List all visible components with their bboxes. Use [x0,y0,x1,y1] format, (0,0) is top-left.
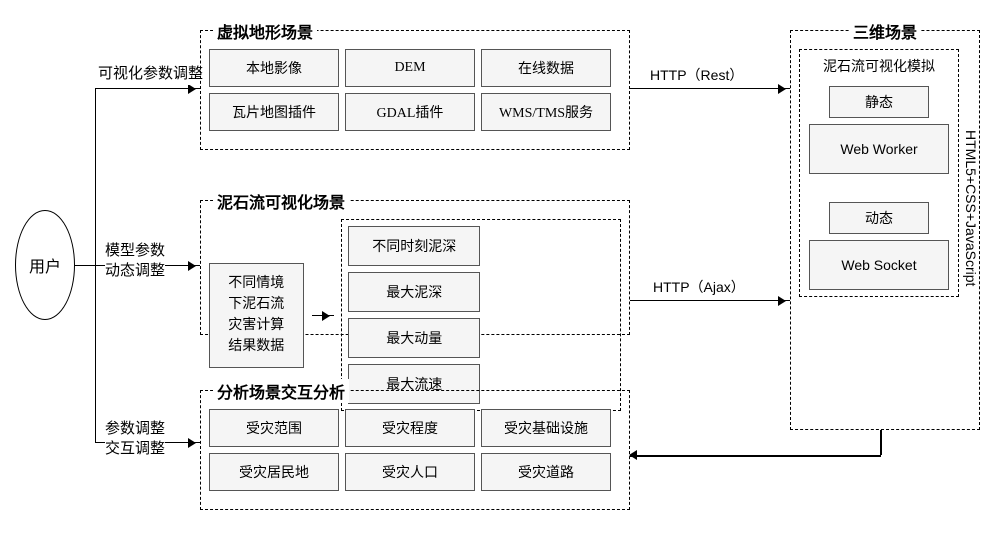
analysis-cell: 受灾居民地 [209,453,339,491]
analysis-box: 分析场景交互分析 受灾范围受灾程度受灾基础设施受灾居民地受灾人口受灾道路 [200,390,630,510]
terrain-title: 虚拟地形场景 [213,19,317,43]
http-rest-label: HTTP（Rest） [650,66,743,84]
analysis-cell: 受灾道路 [481,453,611,491]
analysis-cells: 受灾范围受灾程度受灾基础设施受灾居民地受灾人口受灾道路 [209,409,621,491]
terrain-cell: WMS/TMS服务 [481,93,611,131]
analysis-cell: 受灾程度 [345,409,475,447]
edge-top-label: 可视化参数调整 [98,65,203,85]
arrow-to-terrain [95,88,200,89]
static-group: 静态 Web Worker [806,86,952,174]
mudflow-box: 泥石流可视化场景 不同情境 下泥石流 灾害计算 结果数据 不同时刻泥深最大泥深最… [200,200,630,335]
terrain-box: 虚拟地形场景 本地影像DEM在线数据瓦片地图插件GDAL插件WMS/TMS服务 [200,30,630,150]
analysis-cell: 受灾范围 [209,409,339,447]
mudflow-cell: 最大动量 [348,318,480,358]
analysis-cell: 受灾基础设施 [481,409,611,447]
mudflow-cell: 最大泥深 [348,272,480,312]
three-d-inner-title: 泥石流可视化模拟 [806,56,952,76]
http-ajax-label: HTTP（Ajax） [653,278,745,296]
user-label: 用户 [29,253,61,277]
edge-bot-label: 参数调整 交互调整 [105,420,165,459]
three-d-box: 三维场景 泥石流可视化模拟 静态 Web Worker 动态 Web Socke… [790,30,980,430]
edge-mid-label: 模型参数 动态调整 [105,242,165,281]
mudflow-right-dashed: 不同时刻泥深最大泥深最大动量最大流速 [341,219,621,411]
user-stem [75,265,95,266]
three-d-title: 三维场景 [849,19,921,43]
terrain-cell: DEM [345,49,475,87]
static-label: 静态 [829,86,929,118]
dynamic-group: 动态 Web Socket [806,202,952,290]
user-node: 用户 [15,210,75,320]
analysis-title: 分析场景交互分析 [213,379,349,403]
terrain-cell: 在线数据 [481,49,611,87]
static-tech: Web Worker [809,124,949,174]
terrain-cell: 本地影像 [209,49,339,87]
mudflow-leftblock: 不同情境 下泥石流 灾害计算 结果数据 [209,263,304,368]
diagram-root: 用户 可视化参数调整 模型参数 动态调整 参数调整 交互调整 虚拟地形场景 本地… [10,10,990,534]
dynamic-tech: Web Socket [809,240,949,290]
mudflow-title: 泥石流可视化场景 [213,189,349,213]
dynamic-label: 动态 [829,202,929,234]
terrain-cell: 瓦片地图插件 [209,93,339,131]
analysis-cell: 受灾人口 [345,453,475,491]
mudflow-cell: 不同时刻泥深 [348,226,480,266]
terrain-cells: 本地影像DEM在线数据瓦片地图插件GDAL插件WMS/TMS服务 [209,49,621,131]
three-d-inner: 泥石流可视化模拟 静态 Web Worker 动态 Web Socket [799,49,959,297]
terrain-cell: GDAL插件 [345,93,475,131]
arrow-http-ajax [630,300,790,301]
side-tech-label: HTML5+CSS+JavaScript [963,130,979,286]
arrow-http-rest [630,88,790,89]
